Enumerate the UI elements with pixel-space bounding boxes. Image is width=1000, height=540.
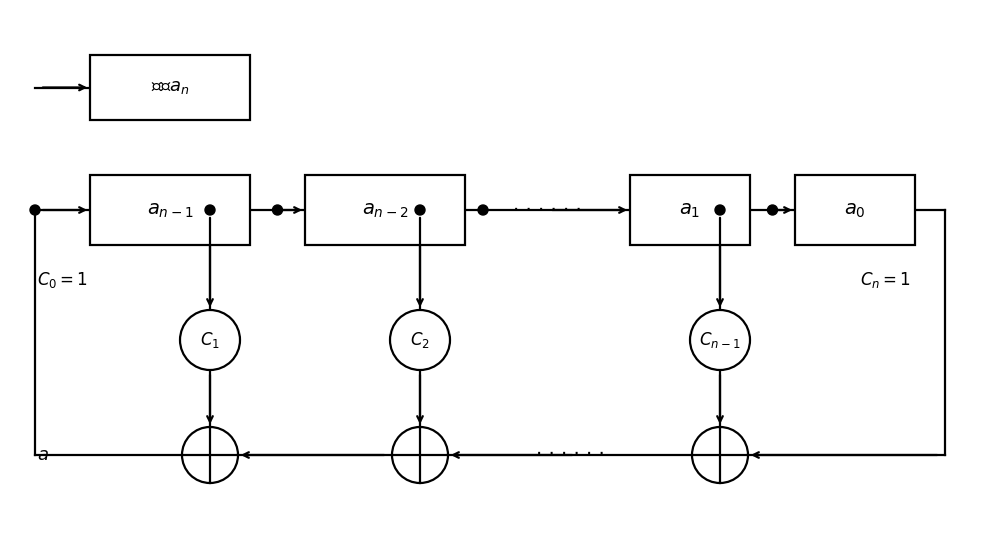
- Circle shape: [715, 205, 725, 215]
- Circle shape: [690, 310, 750, 370]
- Text: $a_{n-1}$: $a_{n-1}$: [147, 200, 193, 219]
- Text: $a_0$: $a_0$: [844, 200, 866, 219]
- Bar: [305, 175, 465, 245]
- Circle shape: [182, 427, 238, 483]
- Bar: [90, 175, 250, 245]
- Text: $C_1$: $C_1$: [200, 330, 220, 350]
- Circle shape: [30, 205, 40, 215]
- Bar: [90, 55, 250, 120]
- Circle shape: [272, 205, 283, 215]
- Circle shape: [692, 427, 748, 483]
- Circle shape: [415, 205, 425, 215]
- Text: $a_1$: $a_1$: [679, 200, 701, 219]
- Circle shape: [392, 427, 448, 483]
- Bar: [630, 175, 750, 245]
- Circle shape: [478, 205, 488, 215]
- Text: $C_2$: $C_2$: [410, 330, 430, 350]
- Circle shape: [180, 310, 240, 370]
- Bar: [795, 175, 915, 245]
- Text: $C_0=1$: $C_0=1$: [37, 270, 88, 290]
- Text: · · · · · ·: · · · · · ·: [536, 446, 604, 464]
- Text: 输出$a_n$: 输出$a_n$: [151, 78, 189, 97]
- Text: $C_{n-1}$: $C_{n-1}$: [699, 330, 741, 350]
- Circle shape: [390, 310, 450, 370]
- Text: $a_{n-2}$: $a_{n-2}$: [362, 200, 408, 219]
- Text: $C_n=1$: $C_n=1$: [860, 270, 911, 290]
- Text: · · · · · ·: · · · · · ·: [513, 200, 582, 219]
- Circle shape: [205, 205, 215, 215]
- Circle shape: [768, 205, 778, 215]
- Text: $a$: $a$: [37, 446, 49, 464]
